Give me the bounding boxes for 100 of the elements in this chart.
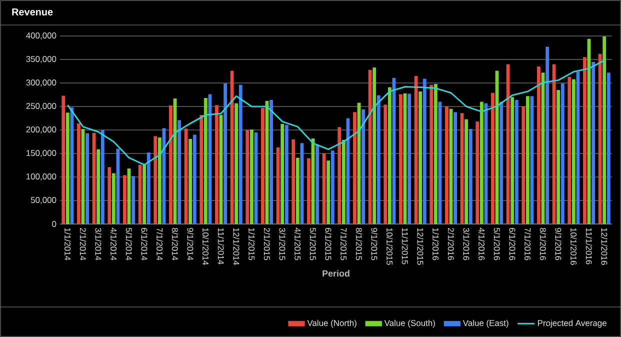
bar [526,96,530,224]
bar [96,149,100,224]
bar [224,83,228,224]
x-tick-label: 7/1/2015 [340,228,347,260]
x-tick-label: 7/1/2014 [156,228,163,260]
bar [454,112,458,224]
bar [123,175,126,224]
bar [204,98,208,224]
y-tick-label: 150,000 [26,150,56,157]
bar [376,95,380,224]
bar [353,112,356,224]
bar [158,138,162,224]
y-tick-label: 350,000 [26,56,56,63]
x-tick-label: 10/1/2014 [202,228,209,265]
bar [522,106,526,224]
bar [434,84,438,224]
bar [292,139,296,224]
chart-title: Revenue [12,8,53,16]
bar [215,105,218,224]
y-tick-label: 0 [52,221,56,227]
bar [146,152,150,224]
y-tick-label: 250,000 [26,103,56,110]
line-series [66,60,606,166]
x-tick-label: 12/1/2016 [601,228,608,265]
x-tick-label: 9/1/2016 [555,228,562,260]
bar [238,84,242,224]
x-tick-label: 11/1/2016 [586,228,592,264]
y-tick-label: 400,000 [26,32,56,40]
bar [560,83,564,224]
bar [418,91,422,224]
bar [246,130,250,224]
bar [510,97,514,224]
bar [338,127,342,224]
bar [154,136,158,224]
bar [592,62,596,224]
bar [583,57,586,224]
x-tick-label: 6/1/2014 [141,228,148,260]
bar [192,134,196,224]
x-tick-label: 1/1/2014 [64,228,71,260]
y-tick-label: 300,000 [26,80,56,86]
bar [330,150,334,224]
x-tick-label: 9/1/2015 [371,228,378,260]
x-tick-label: 10/1/2015 [386,228,393,265]
x-tick-label: 4/1/2015 [294,228,301,260]
x-tick-label: 9/1/2014 [187,228,194,260]
bar [514,100,518,224]
bar [445,106,448,224]
x-tick-label: 11/1/2015 [402,228,408,264]
x-tick-label: 1/1/2015 [248,228,255,260]
bar [284,124,288,224]
bar [606,72,610,224]
x-tick-label: 3/1/2014 [95,228,102,260]
x-tick-label: 4/1/2016 [478,228,485,260]
x-tick-label: 2/1/2016 [448,228,454,260]
x-tick-label: 5/1/2014 [126,228,132,260]
bar [100,130,104,224]
bar [62,96,66,224]
bar [316,145,320,224]
bar [537,66,540,224]
x-tick-label: 3/1/2016 [463,228,470,260]
bar [500,102,504,224]
bar [270,100,274,224]
bar [112,173,116,224]
x-tick-label: 4/1/2014 [110,228,117,260]
bar [491,92,494,224]
x-tick-label: 10/1/2016 [570,228,577,265]
x-tick-label: 1/1/2016 [432,228,439,260]
bar [546,46,550,224]
legend-label: Projected Average [538,320,606,328]
x-tick-label: 2/1/2015 [264,228,270,260]
x-tick-label: 6/1/2015 [325,228,332,260]
bar [602,36,606,224]
legend-label: Value (North) [307,320,356,328]
bar [476,122,480,224]
bar [132,176,136,224]
y-tick-label: 100,000 [26,174,56,180]
x-tick-label: 3/1/2015 [279,228,286,260]
bar [408,94,412,224]
bar [430,84,434,224]
bar [422,78,426,224]
bar [296,158,300,224]
bar [66,112,70,224]
x-tick-label: 11/1/2014 [218,228,224,264]
bar [178,120,182,224]
bar [326,160,330,224]
bar [384,104,388,224]
x-tick-label: 5/1/2016 [494,228,500,260]
bar [388,87,392,224]
bar [342,140,346,224]
y-tick-label: 200,000 [26,126,56,134]
bar [556,90,560,224]
bar [261,108,264,224]
bar [250,130,254,224]
bar [480,102,484,224]
bar [108,167,112,224]
bar [572,79,576,224]
bar [77,123,80,224]
x-tick-label: 2/1/2014 [80,228,86,260]
legend-label: Value (East) [462,320,508,328]
bar [568,76,572,224]
